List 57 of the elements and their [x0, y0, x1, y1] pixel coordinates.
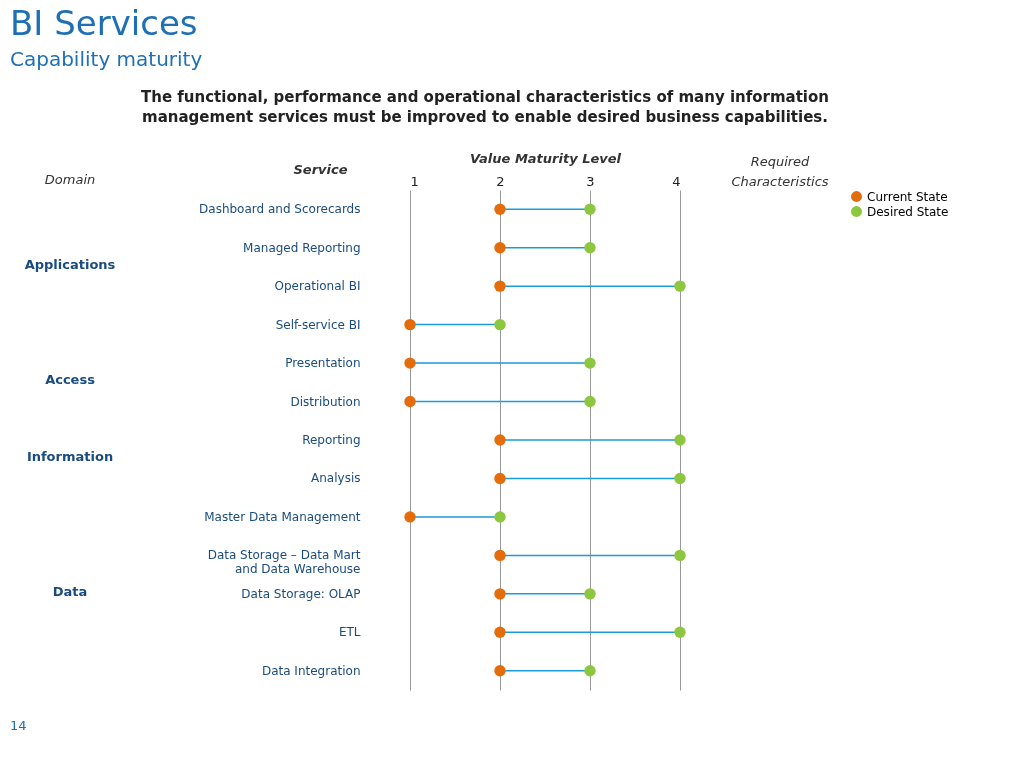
point	[494, 549, 506, 562]
text: Information	[26, 449, 114, 465]
text: Data	[52, 583, 88, 599]
point	[494, 280, 506, 292]
point	[584, 588, 596, 600]
x-tick-label: 2	[496, 173, 505, 189]
y-tick-label: Data Storage – Data Mart and Data Warehouse	[207, 548, 361, 577]
y-tick-label: Data Integration	[261, 663, 361, 678]
point	[404, 318, 416, 331]
text: The functional, performance and operational characteristics of many information management services must be improved to enable desired business capabilities.	[141, 88, 829, 126]
point	[584, 665, 596, 677]
y-tick-label: Data Storage: OLAP	[241, 586, 361, 601]
x-tick-label: 4	[672, 173, 681, 189]
point	[494, 511, 506, 523]
point	[494, 242, 506, 254]
y-tick-label: Analysis	[311, 471, 361, 486]
point	[404, 511, 416, 523]
y-axis-title: Service	[293, 161, 348, 177]
point	[674, 626, 686, 638]
text: Access	[45, 372, 96, 388]
point	[584, 242, 596, 254]
point	[404, 357, 416, 369]
point	[674, 472, 686, 485]
point	[494, 626, 506, 638]
point	[494, 472, 506, 485]
point	[674, 434, 686, 446]
legend-label: Desired State	[867, 204, 949, 219]
point	[404, 395, 416, 408]
text: 14	[10, 718, 27, 733]
y-tick-label: Reporting	[302, 433, 361, 447]
x-axis-title: Value Maturity Level	[470, 150, 622, 166]
point	[674, 549, 686, 562]
point	[584, 203, 596, 215]
text: BI Services	[10, 3, 198, 43]
text: Applications	[24, 256, 116, 272]
point	[674, 280, 686, 292]
y-tick-label: Presentation	[285, 356, 361, 371]
x-tick-label: 3	[586, 173, 595, 189]
point	[494, 665, 506, 677]
text: Required Characteristics	[731, 154, 829, 189]
point	[584, 395, 596, 408]
y-tick-label: Operational BI	[274, 279, 361, 294]
point	[584, 357, 596, 369]
y-tick-label: Self-service BI	[275, 317, 361, 332]
point	[494, 318, 506, 331]
point	[494, 203, 506, 215]
x-tick-label: 1	[410, 173, 419, 189]
point	[494, 588, 506, 600]
y-tick-label: Dashboard and Scorecards	[199, 202, 361, 217]
text: Capability maturity	[10, 47, 203, 71]
y-tick-label: Distribution	[290, 394, 361, 409]
text: Domain	[44, 172, 96, 187]
y-tick-label: Master Data Management	[204, 509, 361, 524]
y-tick-label: Managed Reporting	[243, 240, 361, 255]
point	[494, 434, 506, 446]
y-tick-label: ETL	[338, 625, 361, 640]
legend-label: Current State	[867, 189, 948, 204]
